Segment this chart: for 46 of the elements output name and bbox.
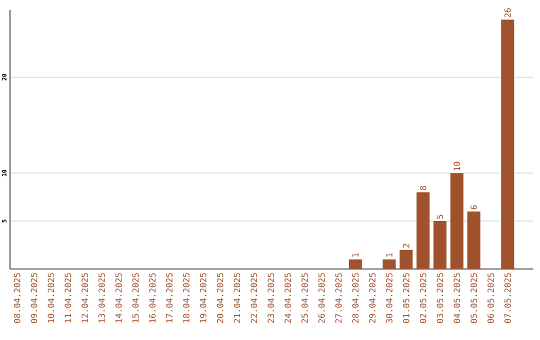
bar [416, 192, 430, 269]
x-tick-label: 09.04.2025 [30, 273, 38, 323]
x-tick-label: 06.05.2025 [488, 273, 494, 323]
x-tick-label: 24.04.2025 [284, 273, 291, 323]
data-label: 1 [352, 253, 358, 257]
bar [382, 259, 396, 269]
x-tick-label: 27.04.2025 [335, 273, 342, 323]
data-label: 5 [436, 214, 444, 219]
x-tick-label: 13.04.2025 [98, 273, 105, 322]
data-label: 26 [504, 8, 511, 18]
x-tick-label: 20.04.2025 [216, 273, 224, 323]
x-tick-label: 30.04.2025 [386, 273, 392, 323]
x-tick-label: 11.04.2025 [64, 273, 72, 322]
x-tick-label: 02.05.2025 [420, 273, 426, 323]
x-tick-label: 04.05.2025 [454, 273, 460, 323]
data-label: 1 [386, 253, 392, 257]
x-tick-label: 12.04.2025 [82, 273, 88, 322]
x-tick-label: 05.05.2025 [470, 273, 478, 323]
bar [450, 173, 464, 269]
x-tick-label: 08.04.2025 [14, 273, 20, 323]
bar [433, 221, 446, 269]
x-tick-label: 28.04.2025 [352, 273, 359, 323]
bar [467, 211, 480, 269]
x-tick-label: 25.04.2025 [301, 273, 308, 323]
x-tick-label: 15.04.2025 [132, 273, 139, 322]
x-tick-label: 29.04.2025 [369, 273, 376, 323]
x-tick-label: 17.04.2025 [166, 273, 173, 322]
x-tick-label: 10.04.2025 [48, 273, 54, 322]
x-tick-label: 16.04.2025 [149, 273, 156, 322]
data-label: 8 [420, 186, 426, 190]
data-label: 6 [470, 205, 478, 210]
bar [400, 250, 413, 269]
x-tick-label: 03.05.2025 [436, 273, 444, 323]
x-tick-label: 01.05.2025 [402, 273, 410, 323]
x-tick-label: 19.04.2025 [200, 273, 206, 322]
x-tick-label: 23.04.2025 [268, 273, 274, 323]
data-label: 2 [403, 244, 410, 248]
bar [501, 20, 514, 269]
x-tick-label: 07.05.2025 [504, 273, 511, 323]
x-tick-label: 26.04.2025 [318, 273, 325, 323]
x-tick-label: 21.04.2025 [234, 273, 240, 323]
x-tick-label: 14.04.2025 [115, 273, 122, 322]
x-tick-label: 22.04.2025 [250, 273, 258, 323]
x-tick-label: 18.04.2025 [183, 273, 190, 322]
bar [348, 259, 362, 269]
data-label: 10 [454, 162, 460, 170]
